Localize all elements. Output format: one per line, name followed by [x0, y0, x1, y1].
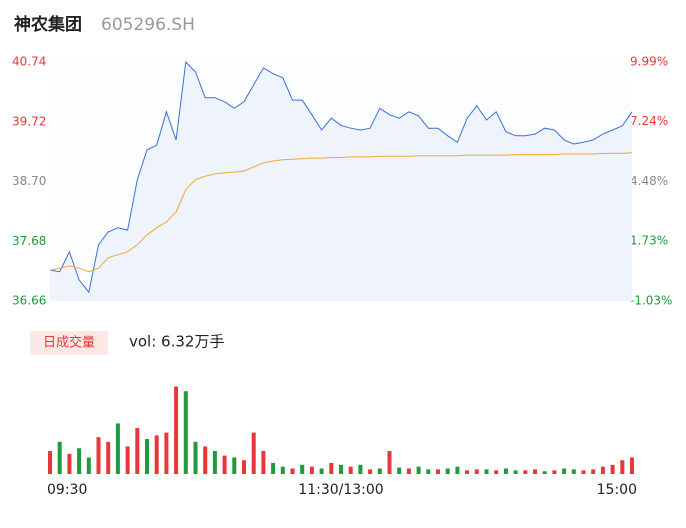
volume-bar: [174, 386, 179, 474]
y-tick-label: 39.72: [12, 114, 46, 128]
volume-bar: [203, 446, 208, 474]
volume-bar: [571, 469, 576, 474]
volume-tab-label[interactable]: 日成交量: [43, 335, 95, 351]
volume-bar: [426, 469, 431, 474]
y2-tick-label: 7.24%: [630, 114, 668, 128]
price-line: [49, 60, 633, 294]
volume-bar: [630, 457, 634, 474]
volume-bar: [242, 460, 246, 474]
volume-bar: [377, 468, 382, 474]
volume-tab[interactable]: [30, 331, 108, 355]
volume-bar: [542, 471, 547, 474]
volume-bar: [455, 466, 460, 474]
volume-bar: [329, 462, 334, 474]
volume-bar: [533, 469, 537, 474]
volume-bar: [368, 469, 373, 474]
volume-bar: [358, 464, 363, 474]
volume-bar: [406, 468, 411, 474]
x-tick-label: 11:30/13:00: [298, 482, 383, 498]
volume-bar: [436, 469, 440, 474]
volume-bar: [86, 457, 91, 474]
volume-bar: [465, 470, 470, 474]
x-tick-label: 15:00: [597, 482, 637, 498]
volume-bar: [261, 451, 266, 474]
volume-bar: [348, 466, 353, 474]
volume-bar: [620, 460, 625, 474]
volume-bar: [290, 468, 295, 474]
volume-bar: [57, 441, 62, 474]
volume-bar: [513, 470, 518, 474]
volume-bar: [309, 466, 314, 474]
volume-bar: [106, 441, 111, 474]
volume-bar: [212, 451, 217, 474]
volume-bar: [280, 466, 285, 474]
volume-bar: [96, 437, 101, 474]
volume-bar: [484, 469, 489, 474]
volume-bar: [523, 470, 528, 474]
y-tick-label: 36.66: [12, 294, 46, 308]
price-line: [49, 152, 633, 273]
volume-bar: [154, 435, 159, 474]
volume-bar: [145, 439, 149, 474]
volume-bar: [552, 470, 557, 474]
volume-bar: [193, 441, 198, 474]
volume-bar: [503, 468, 508, 474]
volume-bar: [474, 469, 479, 474]
y2-tick-label: -1.03%: [630, 294, 672, 308]
volume-bar: [416, 466, 421, 474]
volume-bar: [397, 467, 402, 474]
volume-bar: [251, 432, 256, 474]
volume-bar: [319, 468, 324, 474]
y2-tick-label: 1.73%: [630, 234, 668, 248]
x-tick-label: 09:30: [47, 482, 87, 498]
stock-name: 神农集团: [14, 14, 82, 35]
volume-bar: [183, 391, 188, 474]
volume-annotation: vol: 6.32万手: [129, 333, 224, 351]
volume-bar: [164, 432, 169, 474]
volume-bar: [48, 451, 52, 474]
volume-bar: [581, 470, 586, 474]
y-tick-label: 37.68: [12, 234, 46, 248]
volume-bar: [125, 446, 130, 474]
y2-tick-label: 4.48%: [630, 174, 668, 188]
volume-bar: [67, 453, 72, 474]
volume-bar: [77, 448, 82, 474]
volume-bar: [600, 466, 605, 474]
y2-tick-label: 9.99%: [630, 55, 668, 69]
volume-bar: [494, 470, 499, 474]
y-tick-label: 40.74: [12, 55, 46, 69]
volume-bar: [115, 423, 120, 474]
volume-bar: [232, 457, 237, 474]
volume-bar: [445, 468, 450, 474]
volume-bar: [271, 462, 276, 474]
volume-bar: [591, 469, 596, 474]
price-area: [50, 62, 632, 301]
volume-bar: [610, 464, 615, 474]
volume-bar: [339, 464, 343, 474]
y-tick-label: 38.70: [12, 174, 46, 188]
volume-bar: [562, 468, 567, 474]
volume-bar: [387, 451, 392, 474]
volume-bar: [300, 464, 305, 474]
stock-code: 605296.SH: [101, 15, 195, 35]
volume-bar: [222, 455, 227, 474]
volume-bar: [135, 428, 140, 474]
